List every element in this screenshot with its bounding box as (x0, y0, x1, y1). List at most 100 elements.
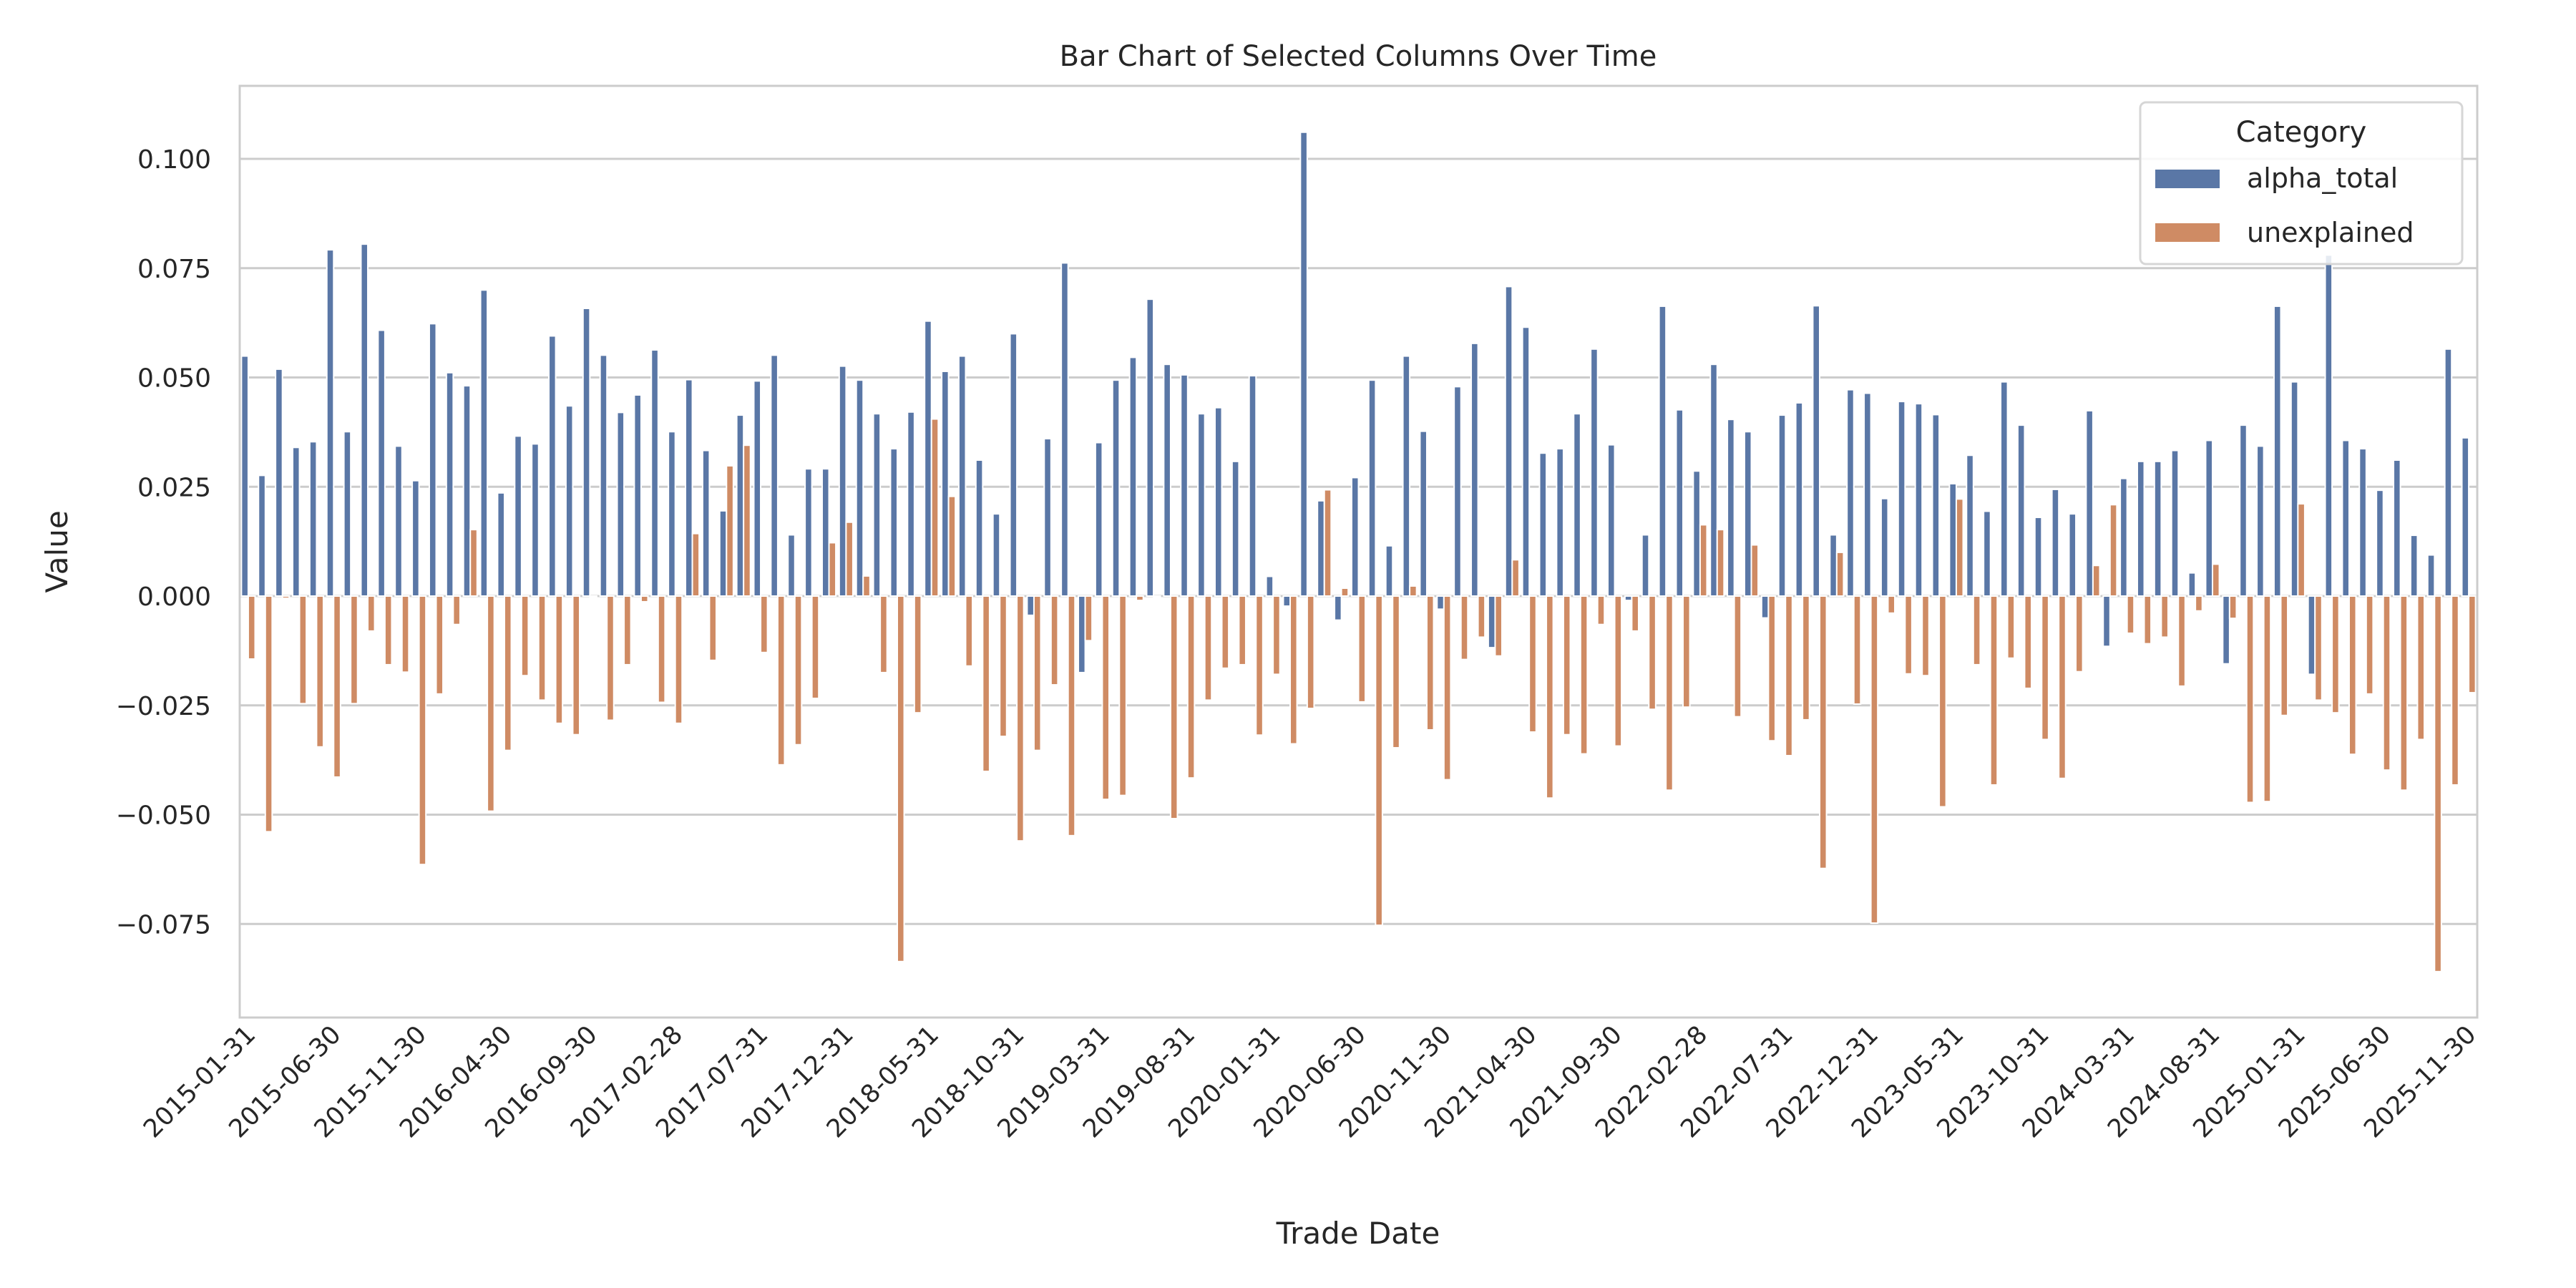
bar-alpha-total-2024-11-30 (2256, 445, 2265, 597)
bar-unexplained-2021-08-31 (1596, 595, 1606, 625)
bar-unexplained-2022-06-30 (1767, 595, 1776, 742)
bar-unexplained-2017-03-31 (691, 532, 701, 597)
bar-alpha-total-2020-02-29 (1282, 595, 1292, 608)
bar-alpha-total-2021-10-31 (1624, 595, 1633, 602)
bar-alpha-total-2016-10-31 (599, 354, 608, 597)
bar-unexplained-2024-12-31 (2280, 595, 2289, 716)
bar-unexplained-2021-11-30 (1648, 595, 1657, 711)
bar-alpha-total-2025-11-30 (2461, 436, 2470, 597)
bar-alpha-total-2024-02-29 (2102, 595, 2111, 648)
bar-unexplained-2025-07-31 (2399, 595, 2409, 791)
bar-alpha-total-2021-02-28 (1487, 595, 1496, 649)
bar-unexplained-2020-11-30 (1443, 595, 1452, 781)
bar-unexplained-2024-02-29 (2109, 504, 2118, 597)
bar-alpha-total-2024-05-31 (2153, 460, 2162, 597)
bar-alpha-total-2023-11-30 (2051, 488, 2060, 597)
bar-unexplained-2019-09-30 (1204, 595, 1213, 701)
bar-unexplained-2015-10-31 (401, 595, 410, 673)
bar-alpha-total-2021-06-30 (1556, 448, 1564, 597)
bar-unexplained-2015-12-31 (435, 595, 444, 695)
bar-alpha-total-2019-06-30 (1146, 298, 1155, 597)
bar-alpha-total-2024-03-31 (2119, 477, 2128, 597)
bar-alpha-total-2025-07-31 (2393, 459, 2401, 597)
bar-unexplained-2023-04-30 (1938, 595, 1947, 808)
bar-unexplained-2020-03-31 (1306, 595, 1315, 710)
bar-alpha-total-2024-07-31 (2187, 572, 2197, 597)
bar-unexplained-2017-02-28 (674, 595, 683, 724)
bar-alpha-total-2015-05-31 (308, 441, 318, 597)
bar-alpha-total-2022-05-31 (1743, 431, 1752, 597)
bar-unexplained-2025-10-31 (2451, 595, 2459, 786)
bar-unexplained-2020-09-30 (1409, 585, 1418, 597)
bar-alpha-total-2022-04-30 (1727, 419, 1735, 597)
bar-unexplained-2022-10-31 (1835, 551, 1845, 597)
bar-unexplained-2024-08-31 (2212, 563, 2220, 597)
bar-alpha-total-2021-09-30 (1607, 444, 1616, 597)
bar-alpha-total-2022-07-31 (1777, 414, 1787, 597)
bar-unexplained-2016-04-30 (503, 595, 512, 751)
bar-unexplained-2020-07-31 (1375, 595, 1383, 927)
bar-unexplained-2017-08-31 (776, 595, 786, 766)
bar-unexplained-2016-02-29 (469, 529, 478, 597)
bar-unexplained-2025-06-30 (2382, 595, 2391, 771)
bar-unexplained-2022-11-30 (1853, 595, 1862, 705)
bar-unexplained-2021-10-31 (1631, 595, 1639, 632)
bar-unexplained-2020-12-31 (1460, 595, 1469, 660)
bar-unexplained-2025-01-31 (2297, 503, 2306, 597)
y-axis-label: Value (39, 510, 74, 592)
bar-unexplained-2022-12-31 (1870, 595, 1879, 924)
bar-alpha-total-2019-10-31 (1214, 406, 1223, 597)
bar-unexplained-2019-12-31 (1255, 595, 1264, 736)
bar-unexplained-2017-07-31 (760, 595, 769, 653)
bar-alpha-total-2023-04-30 (1931, 414, 1941, 597)
legend-label-alpha-total: alpha_total (2247, 162, 2398, 194)
bar-alpha-total-2017-12-31 (838, 365, 847, 597)
bar-unexplained-2019-11-30 (1238, 595, 1246, 665)
bars (240, 131, 2477, 972)
bar-alpha-total-2019-08-31 (1180, 374, 1189, 597)
chart-title: Bar Chart of Selected Columns Over Time (1060, 40, 1657, 73)
bar-unexplained-2023-09-30 (2024, 595, 2032, 689)
bar-unexplained-2016-08-31 (572, 595, 581, 736)
bar-unexplained-2022-02-28 (1699, 524, 1708, 597)
bar-unexplained-2024-09-30 (2228, 595, 2238, 620)
bar-unexplained-2019-07-31 (1169, 595, 1179, 820)
bar-unexplained-2023-10-31 (2041, 595, 2049, 741)
bar-unexplained-2016-12-31 (640, 595, 649, 602)
bar-alpha-total-2017-03-31 (685, 379, 693, 597)
bar-unexplained-2016-06-30 (537, 595, 547, 701)
y-tick-labels: −0.075 −0.050 −0.025 0.000 0.025 0.050 0.075 0.… (116, 145, 211, 940)
y-tick-label: −0.025 (116, 692, 211, 721)
bar-alpha-total-2019-05-31 (1128, 356, 1138, 597)
bar-alpha-total-2024-09-30 (2222, 595, 2230, 665)
bar-unexplained-2017-11-30 (828, 542, 837, 597)
bar-unexplained-2018-07-31 (965, 595, 974, 667)
y-tick-label: −0.075 (116, 910, 211, 940)
bar-alpha-total-2021-07-31 (1573, 413, 1581, 597)
bar-alpha-total-2016-03-31 (479, 289, 489, 597)
bar-unexplained-2018-11-30 (1033, 595, 1042, 751)
bar-unexplained-2019-10-31 (1221, 595, 1230, 669)
bar-alpha-total-2016-11-30 (616, 411, 625, 597)
bar-alpha-total-2018-08-31 (975, 459, 984, 597)
bar-unexplained-2024-07-31 (2195, 595, 2203, 612)
bar-alpha-total-2023-06-30 (1966, 454, 1974, 597)
bar-unexplained-2024-05-31 (2160, 595, 2169, 638)
bar-unexplained-2022-09-30 (1818, 595, 1828, 869)
bar-alpha-total-2020-03-31 (1299, 131, 1308, 597)
bar-alpha-total-2022-03-31 (1709, 364, 1718, 597)
bar-alpha-total-2021-11-30 (1641, 534, 1650, 597)
legend-label-unexplained: unexplained (2247, 217, 2414, 248)
bar-alpha-total-2016-02-29 (462, 385, 472, 597)
legend-swatch-alpha-total (2155, 170, 2220, 188)
bar-alpha-total-2015-06-30 (326, 249, 335, 597)
bar-unexplained-2019-02-28 (1084, 595, 1093, 642)
bar-unexplained-2025-11-30 (2468, 595, 2477, 694)
bar-unexplained-2017-05-31 (726, 464, 734, 597)
bar-alpha-total-2017-04-30 (701, 449, 711, 597)
bar-unexplained-2021-09-30 (1614, 595, 1623, 747)
bar-alpha-total-2018-06-30 (941, 370, 950, 597)
bar-unexplained-2021-04-30 (1528, 595, 1537, 733)
bar-alpha-total-2015-08-31 (360, 243, 369, 597)
